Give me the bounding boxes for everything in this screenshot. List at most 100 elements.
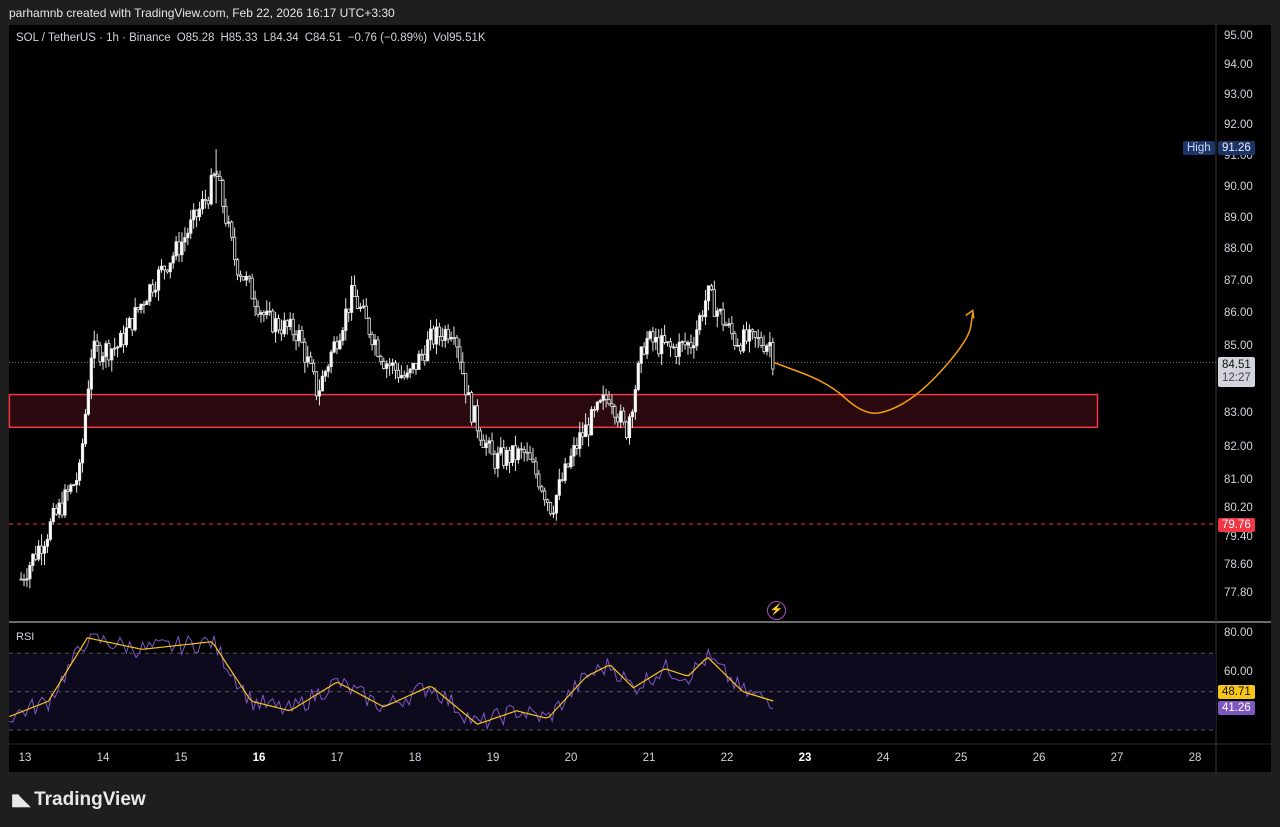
candle-body <box>399 375 403 379</box>
price-tick: 78.60 <box>1224 559 1253 571</box>
time-tick: 13 <box>18 752 32 764</box>
candle-body <box>183 237 187 243</box>
candle-body <box>379 356 383 362</box>
candle-body <box>168 262 172 273</box>
candle-body <box>739 344 743 352</box>
candle-body <box>335 341 339 350</box>
candle-body <box>244 275 248 281</box>
candle-body <box>554 494 558 514</box>
candle-body <box>493 453 497 469</box>
candle-body <box>624 421 629 438</box>
candle-body <box>256 306 260 315</box>
candle-body <box>247 275 251 279</box>
candle-body <box>80 443 85 464</box>
candle-body <box>730 323 734 335</box>
candle-body <box>200 198 205 210</box>
time-tick: 24 <box>876 752 890 764</box>
candle-body <box>765 345 769 352</box>
candle-body <box>569 455 573 468</box>
candle-body <box>531 458 535 463</box>
candle-body <box>566 463 570 468</box>
candle-body <box>663 335 667 343</box>
candle-body <box>475 405 480 432</box>
candle-body <box>78 462 82 481</box>
time-tick: 25 <box>954 752 968 764</box>
candle-body <box>31 553 35 566</box>
candle-body <box>674 346 678 357</box>
candle-body <box>311 362 316 373</box>
candle-body <box>522 449 526 453</box>
candle-body <box>116 346 120 349</box>
legend-high: H85.33 <box>220 32 258 44</box>
candle-body <box>408 368 412 374</box>
candle-body <box>578 432 582 449</box>
rsi-pane-label[interactable]: RSI <box>16 631 35 643</box>
candle-body <box>224 205 228 224</box>
candle-body <box>411 363 415 370</box>
price-tick: 89.00 <box>1224 212 1253 224</box>
candle-body <box>265 310 269 316</box>
candle-body <box>657 336 661 355</box>
price-tick: 94.00 <box>1224 59 1253 71</box>
candle-body <box>57 502 61 515</box>
candle-body <box>19 578 23 581</box>
candle-body <box>107 343 111 361</box>
candle-body <box>364 305 368 319</box>
support-zone-rect <box>8 393 1099 429</box>
candle-body <box>472 405 477 423</box>
candle-body <box>405 372 409 378</box>
rsi-line <box>9 633 774 731</box>
candle-body <box>376 339 380 357</box>
candle-body <box>139 303 143 310</box>
current-price-tag: 84.51 12:27 <box>1218 357 1255 387</box>
candle-body <box>136 306 140 310</box>
candle-body <box>598 400 602 403</box>
candle-body <box>332 341 336 353</box>
candle-body <box>771 342 775 370</box>
candle-body <box>768 342 772 347</box>
legend-symbol[interactable]: SOL / TetherUS · 1h · Binance <box>16 32 171 44</box>
rsi-value-tag: 48.71 <box>1218 685 1255 699</box>
candle-body <box>393 362 398 371</box>
price-tick: 87.00 <box>1224 275 1253 287</box>
candle-body <box>323 371 327 377</box>
time-tick: 15 <box>174 752 188 764</box>
candle-body <box>546 499 550 503</box>
price-tick: 83.00 <box>1224 407 1253 419</box>
price-tick: 81.00 <box>1224 474 1253 486</box>
tradingview-logo[interactable]: ▮◣ TradingView <box>11 789 146 811</box>
candle-body <box>72 484 76 487</box>
candle-body <box>48 521 52 540</box>
time-tick: 14 <box>96 752 110 764</box>
candle-body <box>510 445 515 463</box>
time-tick: 22 <box>720 752 734 764</box>
candle-body <box>721 308 725 326</box>
candle-body <box>22 578 26 581</box>
candle-body <box>733 333 737 346</box>
candle-body <box>358 306 363 309</box>
candle-body <box>695 329 699 347</box>
time-tick: 27 <box>1110 752 1124 764</box>
candle-body <box>124 327 128 346</box>
symbol-legend[interactable]: SOL / TetherUS · 1h · Binance O85.28 H85.3… <box>16 32 492 44</box>
candle-body <box>154 289 158 293</box>
candle-body <box>75 479 79 486</box>
candle-body <box>297 329 301 342</box>
candle-body <box>601 394 605 401</box>
time-tick: 16 <box>252 752 266 764</box>
candle-body <box>396 369 401 379</box>
candle-body <box>487 440 491 444</box>
bar-countdown: 12:27 <box>1222 372 1251 384</box>
candle-body <box>113 347 117 350</box>
candle-body <box>759 337 763 346</box>
rsi-tick: 60.00 <box>1224 666 1253 678</box>
candle-body <box>446 328 450 340</box>
flash-event-icon[interactable]: ⚡ <box>767 601 786 620</box>
candle-body <box>639 346 643 364</box>
candle-body <box>118 332 123 348</box>
candle-body <box>54 507 58 515</box>
candle-body <box>516 448 520 461</box>
candle-body <box>741 329 746 352</box>
candle-body <box>271 310 275 333</box>
